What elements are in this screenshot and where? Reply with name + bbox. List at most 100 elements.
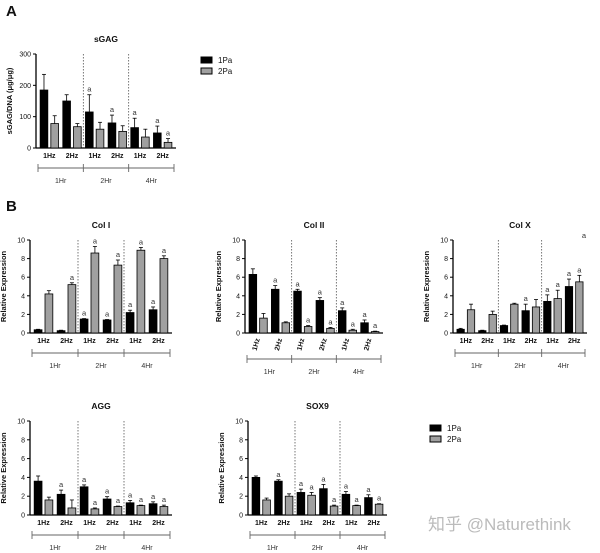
bar-2pa bbox=[67, 284, 77, 334]
y-tick-label: 300 bbox=[19, 52, 31, 59]
significance-label: a bbox=[567, 269, 572, 278]
significance-label: a bbox=[306, 316, 311, 325]
significance-label: a bbox=[151, 492, 156, 501]
group-label: 1Hr bbox=[471, 363, 483, 370]
bar-1pa bbox=[148, 503, 158, 516]
bar-1pa bbox=[341, 493, 351, 516]
bar-2pa bbox=[326, 327, 335, 334]
bar-1pa bbox=[62, 100, 71, 149]
x-tick-label: 1Hz bbox=[341, 337, 351, 351]
significance-label: a bbox=[162, 495, 167, 504]
bar-2pa bbox=[50, 123, 59, 149]
group-label: 4Hr bbox=[146, 178, 158, 185]
y-tick-label: 10 bbox=[17, 238, 25, 245]
x-tick-label: 1Hz bbox=[546, 338, 559, 345]
y-tick-label: 4 bbox=[236, 293, 240, 300]
y-tick-label: 6 bbox=[444, 275, 448, 282]
x-tick-label: 1Hz bbox=[129, 520, 142, 527]
x-tick-label: 2Hz bbox=[525, 338, 538, 345]
significance-label: a bbox=[151, 297, 156, 306]
x-tick-label: 2Hz bbox=[152, 338, 165, 345]
y-tick-label: 4 bbox=[444, 293, 448, 300]
x-tick-label: 2Hz bbox=[568, 338, 581, 345]
y-tick-label: 10 bbox=[17, 419, 25, 426]
x-tick-label: 2Hz bbox=[323, 520, 336, 527]
bar-2pa bbox=[352, 505, 361, 516]
bar-1pa bbox=[521, 310, 530, 334]
bar-1pa bbox=[251, 476, 261, 516]
bar-2pa bbox=[466, 309, 476, 334]
x-tick-label: 2Hz bbox=[60, 338, 73, 345]
x-tick-label: 1Hz bbox=[129, 338, 142, 345]
watermark: 知乎 @Naturethink bbox=[428, 515, 571, 534]
group-label: 1Hr bbox=[49, 545, 61, 552]
legend-swatch-2pa bbox=[200, 67, 213, 75]
x-tick-label: 1Hz bbox=[300, 520, 313, 527]
x-tick-label: 1Hz bbox=[88, 153, 101, 160]
group-label: 4Hr bbox=[141, 545, 153, 552]
bar-2pa bbox=[370, 331, 380, 334]
bar-1pa bbox=[107, 122, 117, 149]
y-tick-label: 10 bbox=[232, 238, 240, 245]
significance-label: a bbox=[354, 495, 359, 504]
bar-1pa bbox=[79, 318, 89, 334]
bar-1pa bbox=[293, 290, 302, 334]
significance-label: a bbox=[577, 265, 582, 274]
significance-label: a bbox=[110, 105, 115, 114]
significance-label: a bbox=[82, 475, 87, 484]
bar-2pa bbox=[141, 136, 150, 149]
bar-1pa bbox=[499, 325, 509, 334]
bar-2pa bbox=[329, 505, 339, 516]
bar-2pa bbox=[136, 249, 146, 334]
y-axis-label: Relative Expression bbox=[214, 250, 223, 322]
y-tick-label: 6 bbox=[236, 275, 240, 282]
chart-title: SOX9 bbox=[306, 401, 329, 411]
y-tick-label: 6 bbox=[239, 456, 243, 463]
x-tick-label: 2Hz bbox=[106, 520, 119, 527]
significance-label: a bbox=[351, 319, 356, 328]
y-tick-label: 100 bbox=[19, 114, 31, 121]
significance-label: a bbox=[128, 300, 133, 309]
panel-label-b: B bbox=[6, 198, 17, 215]
y-tick-label: 10 bbox=[440, 238, 448, 245]
bar-1pa bbox=[315, 300, 325, 334]
bar-2pa bbox=[488, 313, 497, 334]
bar-2pa bbox=[90, 508, 100, 516]
legend-bottom: 1Pa 2Pa bbox=[429, 424, 462, 444]
significance-label: a bbox=[321, 474, 326, 483]
bar-2pa bbox=[281, 322, 290, 334]
significance-label: a bbox=[162, 246, 167, 255]
group-label: 4Hr bbox=[141, 363, 153, 370]
significance-label: a bbox=[545, 285, 550, 294]
bar-2pa bbox=[284, 495, 294, 516]
bar-1pa bbox=[33, 329, 43, 334]
y-tick-label: 6 bbox=[21, 456, 25, 463]
y-tick-label: 6 bbox=[21, 275, 25, 282]
bar-1pa bbox=[56, 493, 66, 516]
bar-2pa bbox=[374, 503, 384, 516]
significance-label: a bbox=[362, 310, 367, 319]
x-tick-label: 1Hz bbox=[83, 520, 96, 527]
bar-1pa bbox=[125, 502, 135, 516]
group-label: 2Hr bbox=[308, 369, 320, 376]
y-tick-label: 0 bbox=[239, 513, 243, 520]
x-tick-label: 2Hz bbox=[368, 520, 381, 527]
x-tick-label: 1Hz bbox=[83, 338, 96, 345]
y-tick-label: 2 bbox=[21, 312, 25, 319]
significance-label: a bbox=[155, 116, 160, 125]
y-axis-label: Relative Expression bbox=[0, 432, 8, 504]
legend-swatch-1pa bbox=[429, 424, 442, 432]
significance-label: a bbox=[128, 490, 133, 499]
bar-1pa bbox=[478, 330, 487, 334]
significance-label: a bbox=[139, 495, 144, 504]
legend-swatch-2pa bbox=[429, 435, 442, 443]
group-label: 1Hr bbox=[55, 178, 67, 185]
x-tick-label: 2Hz bbox=[111, 153, 124, 160]
group-label: 2Hr bbox=[95, 363, 107, 370]
legend-label-1pa: 1Pa bbox=[218, 56, 233, 65]
x-tick-label: 1Hz bbox=[37, 338, 50, 345]
